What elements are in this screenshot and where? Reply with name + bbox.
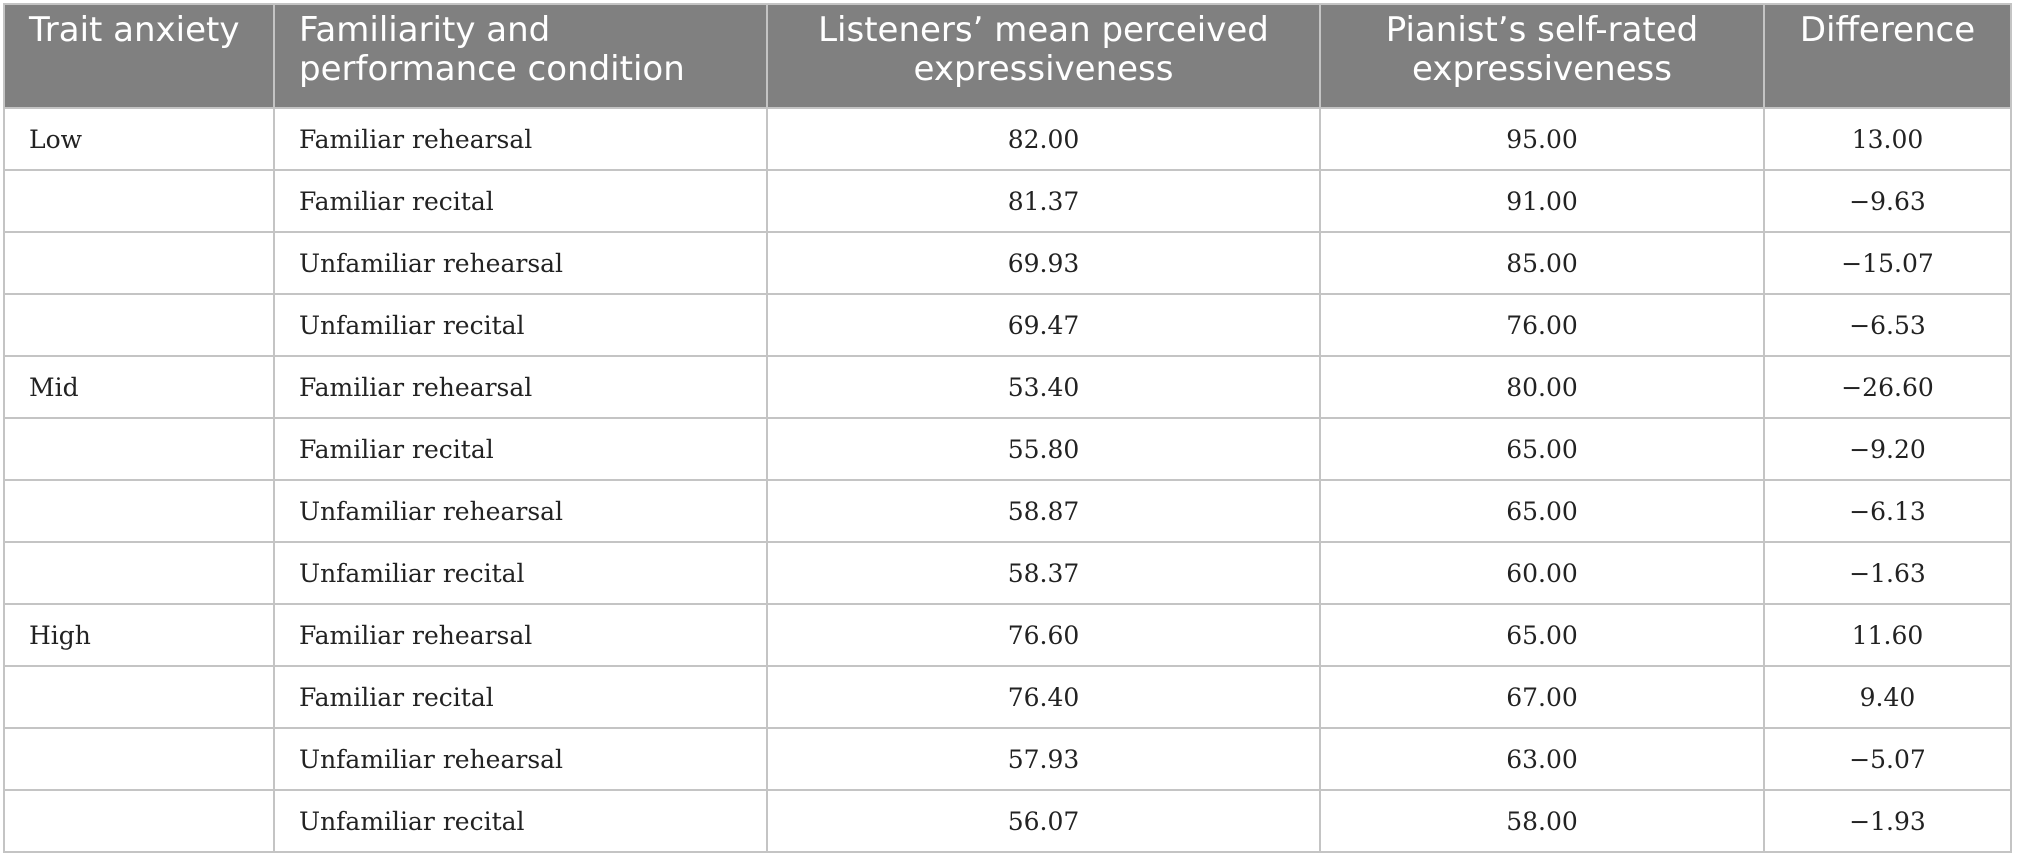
trait-anxiety-cell [3, 727, 275, 791]
pianist-cell: 63.00 [1319, 727, 1765, 791]
header-difference: Difference [1763, 3, 2012, 109]
header-pianist-self-rated: Pianist’s self-rated expressiveness [1319, 3, 1765, 109]
table-row: Unfamiliar rehearsal 69.93 85.00 −15.07 [3, 231, 2012, 295]
trait-anxiety-cell [3, 541, 275, 605]
listeners-cell: 76.60 [766, 603, 1321, 667]
pianist-cell: 65.00 [1319, 417, 1765, 481]
condition-cell: Familiar rehearsal [273, 107, 768, 171]
header-listeners-perceived: Listeners’ mean perceived expressiveness [766, 3, 1321, 109]
pianist-cell: 91.00 [1319, 169, 1765, 233]
difference-cell: −9.63 [1763, 169, 2012, 233]
table-row: Unfamiliar rehearsal 57.93 63.00 −5.07 [3, 727, 2012, 791]
difference-cell: −9.20 [1763, 417, 2012, 481]
condition-cell: Familiar recital [273, 665, 768, 729]
table-row: Familiar recital 55.80 65.00 −9.20 [3, 417, 2012, 481]
pianist-cell: 67.00 [1319, 665, 1765, 729]
trait-anxiety-cell: Low [3, 107, 275, 171]
condition-cell: Familiar recital [273, 417, 768, 481]
difference-cell: 9.40 [1763, 665, 2012, 729]
difference-cell: −26.60 [1763, 355, 2012, 419]
pianist-cell: 85.00 [1319, 231, 1765, 295]
trait-anxiety-cell [3, 417, 275, 481]
pianist-cell: 65.00 [1319, 479, 1765, 543]
listeners-cell: 56.07 [766, 789, 1321, 853]
condition-cell: Unfamiliar recital [273, 541, 768, 605]
trait-anxiety-cell [3, 169, 275, 233]
condition-cell: Unfamiliar rehearsal [273, 727, 768, 791]
pianist-cell: 95.00 [1319, 107, 1765, 171]
trait-anxiety-cell [3, 293, 275, 357]
table-row: Mid Familiar rehearsal 53.40 80.00 −26.60 [3, 355, 2012, 419]
pianist-cell: 58.00 [1319, 789, 1765, 853]
header-row: Trait anxiety Familiarity and performanc… [3, 3, 2012, 109]
listeners-cell: 82.00 [766, 107, 1321, 171]
condition-cell: Unfamiliar rehearsal [273, 479, 768, 543]
listeners-cell: 76.40 [766, 665, 1321, 729]
table-row: Unfamiliar rehearsal 58.87 65.00 −6.13 [3, 479, 2012, 543]
listeners-cell: 69.47 [766, 293, 1321, 357]
difference-cell: −1.63 [1763, 541, 2012, 605]
table-row: Unfamiliar recital 58.37 60.00 −1.63 [3, 541, 2012, 605]
condition-cell: Unfamiliar rehearsal [273, 231, 768, 295]
difference-cell: −6.13 [1763, 479, 2012, 543]
difference-cell: −15.07 [1763, 231, 2012, 295]
pianist-cell: 60.00 [1319, 541, 1765, 605]
table-row: Familiar recital 76.40 67.00 9.40 [3, 665, 2012, 729]
condition-cell: Familiar rehearsal [273, 355, 768, 419]
data-table: Trait anxiety Familiarity and performanc… [3, 3, 2012, 853]
listeners-cell: 58.87 [766, 479, 1321, 543]
table-row: Familiar recital 81.37 91.00 −9.63 [3, 169, 2012, 233]
header-familiarity-condition: Familiarity and performance condition [273, 3, 768, 109]
pianist-cell: 76.00 [1319, 293, 1765, 357]
trait-anxiety-cell: Mid [3, 355, 275, 419]
table-body: Low Familiar rehearsal 82.00 95.00 13.00 Fami… [3, 107, 2012, 853]
condition-cell: Unfamiliar recital [273, 293, 768, 357]
trait-anxiety-cell [3, 231, 275, 295]
trait-anxiety-cell [3, 479, 275, 543]
condition-cell: Familiar rehearsal [273, 603, 768, 667]
trait-anxiety-cell [3, 789, 275, 853]
difference-cell: −6.53 [1763, 293, 2012, 357]
header-trait-anxiety: Trait anxiety [3, 3, 275, 109]
trait-anxiety-cell: High [3, 603, 275, 667]
pianist-cell: 80.00 [1319, 355, 1765, 419]
listeners-cell: 53.40 [766, 355, 1321, 419]
listeners-cell: 69.93 [766, 231, 1321, 295]
trait-anxiety-cell [3, 665, 275, 729]
listeners-cell: 81.37 [766, 169, 1321, 233]
table-row: High Familiar rehearsal 76.60 65.00 11.60 [3, 603, 2012, 667]
pianist-cell: 65.00 [1319, 603, 1765, 667]
condition-cell: Unfamiliar recital [273, 789, 768, 853]
table-row: Low Familiar rehearsal 82.00 95.00 13.00 [3, 107, 2012, 171]
listeners-cell: 55.80 [766, 417, 1321, 481]
listeners-cell: 57.93 [766, 727, 1321, 791]
difference-cell: 11.60 [1763, 603, 2012, 667]
difference-cell: −5.07 [1763, 727, 2012, 791]
condition-cell: Familiar recital [273, 169, 768, 233]
difference-cell: −1.93 [1763, 789, 2012, 853]
table-row: Unfamiliar recital 69.47 76.00 −6.53 [3, 293, 2012, 357]
difference-cell: 13.00 [1763, 107, 2012, 171]
table-row: Unfamiliar recital 56.07 58.00 −1.93 [3, 789, 2012, 853]
listeners-cell: 58.37 [766, 541, 1321, 605]
